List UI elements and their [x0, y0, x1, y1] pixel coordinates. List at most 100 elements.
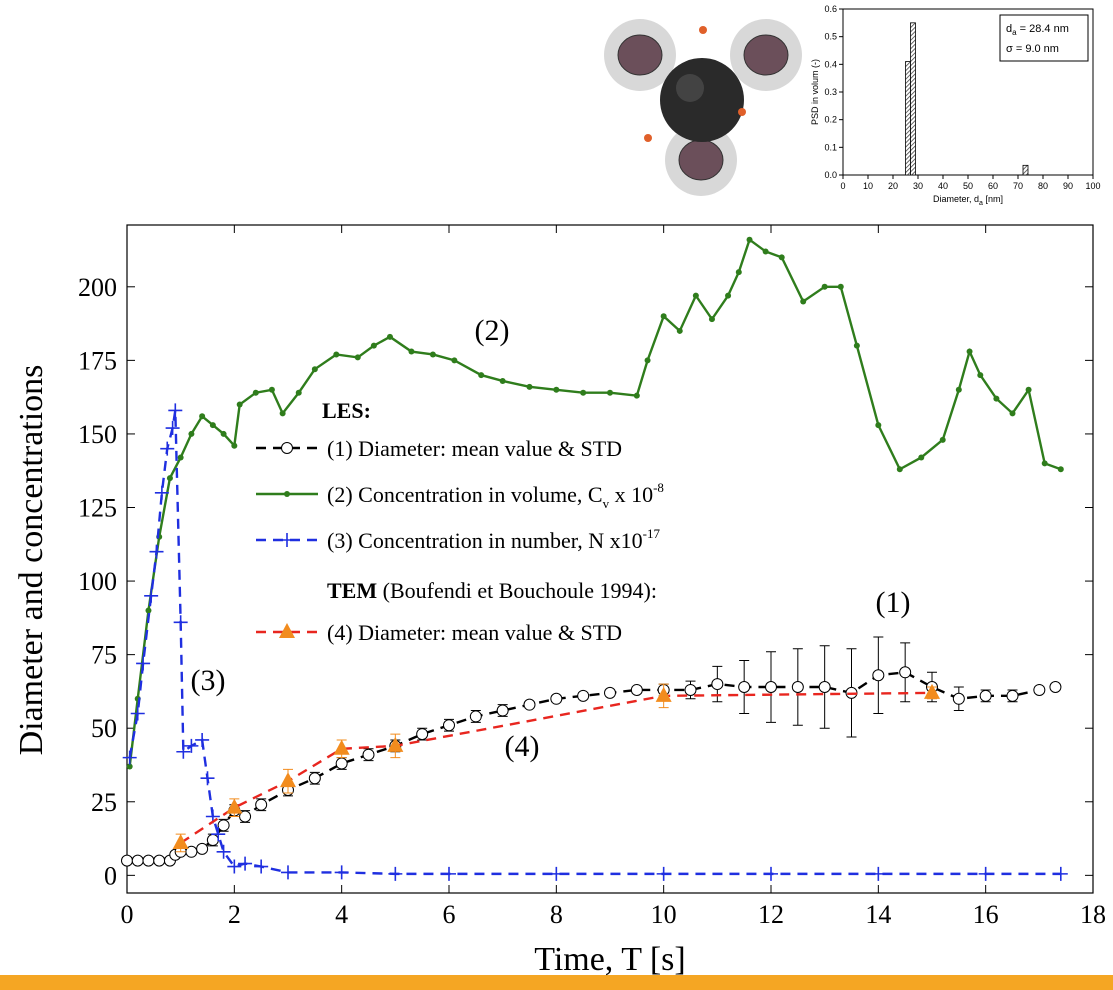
marker — [1057, 466, 1064, 473]
marker — [216, 844, 231, 859]
marker — [1033, 683, 1046, 696]
marker — [939, 436, 946, 443]
nanoparticle-highlight — [676, 74, 704, 102]
inset-x-tick-label: 50 — [963, 181, 973, 191]
inset-text-main: d — [1006, 23, 1012, 35]
marker — [142, 854, 155, 867]
annotation: (3) — [191, 664, 226, 697]
inset-x-tick-label: 30 — [913, 181, 923, 191]
inset-x-label: Diameter, da [nm] — [933, 194, 1003, 207]
marker — [199, 413, 206, 420]
marker — [711, 678, 724, 691]
marker — [195, 732, 210, 747]
marker — [993, 395, 1000, 402]
marker — [220, 430, 227, 437]
marker — [443, 719, 455, 732]
legend-label: (3) Concentration in number, N x10-17 — [327, 526, 660, 553]
y-tick-label: 25 — [91, 788, 117, 817]
inset-bar — [1022, 164, 1029, 176]
marker — [136, 656, 151, 671]
marker — [1009, 410, 1016, 417]
series-line — [128, 410, 1061, 876]
marker — [899, 666, 912, 679]
marker — [955, 386, 962, 393]
inset-x-tick-label: 40 — [938, 181, 948, 191]
marker — [173, 615, 188, 630]
y-tick-label: 200 — [78, 273, 117, 302]
inset-x-tick-label: 100 — [1085, 181, 1100, 191]
marker — [818, 681, 831, 694]
marker — [684, 683, 697, 696]
label-text: Diameter, d — [933, 194, 979, 204]
marker — [121, 854, 133, 867]
legend-label: (4) Diameter: mean value & STD — [327, 620, 622, 645]
inset-x-tick-label: 0 — [840, 181, 845, 191]
marker — [226, 798, 243, 814]
legend-text: -8 — [653, 480, 664, 495]
x-tick-label: 10 — [651, 900, 677, 929]
x-axis-label: Time, T [s] — [534, 941, 685, 978]
marker — [523, 698, 536, 711]
legend-text: -17 — [643, 526, 661, 541]
marker — [130, 706, 145, 721]
marker — [416, 728, 429, 741]
legend-header-text: (Boufendi et Bouchoule 1994): — [377, 578, 657, 603]
marker — [549, 866, 564, 881]
inset-text-sub: a — [1012, 28, 1017, 37]
inset-text-main: = 28.4 nm — [1017, 23, 1069, 35]
inset-y-tick-label: 0.4 — [824, 59, 837, 69]
marker — [875, 422, 882, 429]
inset-bar — [905, 61, 911, 176]
dot — [738, 108, 746, 116]
series-line — [180, 691, 933, 844]
marker — [160, 441, 175, 456]
legend-header: TEM (Boufendi et Bouchoule 1994): — [327, 578, 657, 603]
annotation: (1) — [876, 586, 911, 619]
x-tick-label: 12 — [758, 900, 784, 929]
marker — [239, 810, 252, 823]
marker — [281, 865, 295, 880]
x-tick-label: 6 — [443, 900, 456, 929]
inset-y-tick-label: 0.0 — [824, 170, 837, 180]
y-tick-label: 50 — [91, 714, 117, 743]
marker — [131, 854, 144, 867]
marker — [469, 710, 482, 723]
marker — [386, 333, 393, 340]
cell-core — [617, 34, 663, 76]
cell-core — [678, 139, 724, 181]
marker — [577, 689, 590, 702]
marker — [268, 386, 275, 393]
x-tick-label: 4 — [335, 900, 348, 929]
marker — [977, 372, 984, 379]
legend-text: v — [603, 496, 610, 511]
marker — [872, 669, 885, 682]
marker — [764, 866, 778, 881]
legend-header: LES: — [322, 398, 371, 423]
marker — [279, 410, 286, 417]
marker — [122, 750, 137, 765]
inset-x-tick-label: 60 — [988, 181, 998, 191]
marker — [896, 466, 903, 473]
series-line — [127, 671, 1056, 862]
marker — [206, 834, 219, 847]
inset-x-tick-label: 20 — [888, 181, 898, 191]
marker — [188, 430, 195, 437]
marker — [765, 681, 777, 694]
marker — [442, 866, 456, 881]
marker — [725, 292, 732, 299]
marker — [1049, 681, 1062, 694]
marker — [311, 366, 318, 373]
marker — [168, 403, 183, 418]
marker — [630, 683, 643, 696]
marker — [550, 692, 563, 705]
marker — [165, 421, 180, 436]
marker — [185, 845, 198, 858]
inset-x-tick-label: 10 — [863, 181, 873, 191]
cell-core — [743, 34, 789, 76]
inset-bar — [910, 22, 916, 176]
marker — [762, 248, 769, 255]
legend-header-bold: TEM — [327, 578, 377, 603]
series — [122, 403, 1068, 881]
marker — [451, 357, 458, 364]
